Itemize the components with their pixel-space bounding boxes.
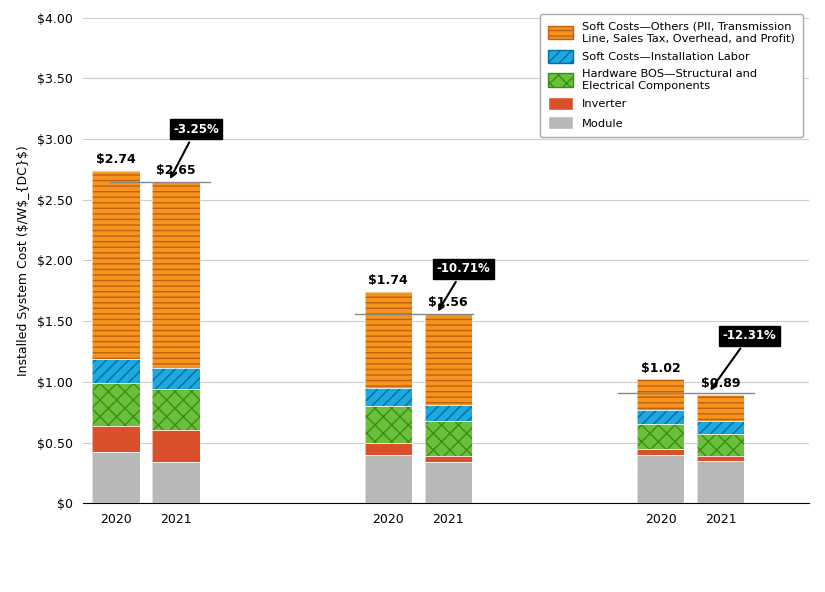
Bar — [697, 461, 744, 503]
Bar — [637, 449, 684, 455]
Bar — [153, 462, 200, 503]
Bar — [153, 430, 200, 462]
Text: $1.02: $1.02 — [641, 362, 681, 375]
Bar — [425, 456, 472, 462]
Bar — [153, 368, 200, 389]
Bar — [697, 461, 744, 503]
Text: $2.74: $2.74 — [97, 153, 136, 166]
Bar — [153, 182, 200, 368]
Bar — [425, 314, 472, 405]
Bar — [637, 449, 684, 455]
Bar — [92, 426, 139, 452]
Bar — [637, 379, 684, 410]
Bar — [425, 421, 472, 456]
Bar — [637, 424, 684, 449]
Text: -3.25%: -3.25% — [171, 123, 219, 177]
Text: $1.56: $1.56 — [428, 296, 468, 309]
Bar — [153, 368, 200, 389]
Bar — [153, 389, 200, 430]
Y-axis label: Installed System Cost ($/W$_{DC}$): Installed System Cost ($/W$_{DC}$) — [16, 145, 30, 376]
Bar — [697, 395, 744, 421]
Bar — [697, 395, 744, 421]
Bar — [697, 421, 744, 434]
Bar — [92, 452, 139, 503]
Bar — [425, 456, 472, 462]
Legend: Soft Costs—Others (PII, Transmission
Line, Sales Tax, Overhead, and Profit), Sof: Soft Costs—Others (PII, Transmission Lin… — [540, 14, 803, 137]
Bar — [365, 388, 412, 406]
Bar — [637, 424, 684, 449]
Bar — [92, 170, 139, 359]
Bar — [637, 410, 684, 424]
Bar — [697, 421, 744, 434]
Bar — [425, 462, 472, 503]
Bar — [92, 170, 139, 359]
Bar — [92, 359, 139, 383]
Bar — [365, 292, 412, 388]
Bar — [153, 462, 200, 503]
Text: $2.65: $2.65 — [156, 164, 196, 177]
Bar — [365, 292, 412, 388]
Bar — [365, 455, 412, 503]
Text: -12.31%: -12.31% — [712, 329, 776, 388]
Bar — [92, 383, 139, 426]
Bar — [92, 359, 139, 383]
Bar — [697, 456, 744, 461]
Bar — [425, 421, 472, 456]
Text: $0.89: $0.89 — [700, 377, 740, 390]
Bar — [365, 406, 412, 442]
Text: -10.71%: -10.71% — [436, 262, 491, 310]
Bar — [425, 405, 472, 421]
Bar — [637, 379, 684, 410]
Bar — [92, 383, 139, 426]
Bar — [92, 426, 139, 452]
Bar — [425, 314, 472, 405]
Bar — [637, 410, 684, 424]
Bar — [425, 462, 472, 503]
Bar — [697, 456, 744, 461]
Bar — [365, 455, 412, 503]
Bar — [153, 430, 200, 462]
Bar — [153, 389, 200, 430]
Bar — [637, 455, 684, 503]
Bar — [365, 442, 412, 455]
Bar — [365, 388, 412, 406]
Bar — [365, 406, 412, 442]
Bar — [697, 434, 744, 456]
Bar — [697, 434, 744, 456]
Bar — [425, 405, 472, 421]
Text: $1.74: $1.74 — [369, 274, 408, 287]
Bar — [365, 442, 412, 455]
Bar — [92, 452, 139, 503]
Bar — [153, 182, 200, 368]
Bar — [637, 455, 684, 503]
